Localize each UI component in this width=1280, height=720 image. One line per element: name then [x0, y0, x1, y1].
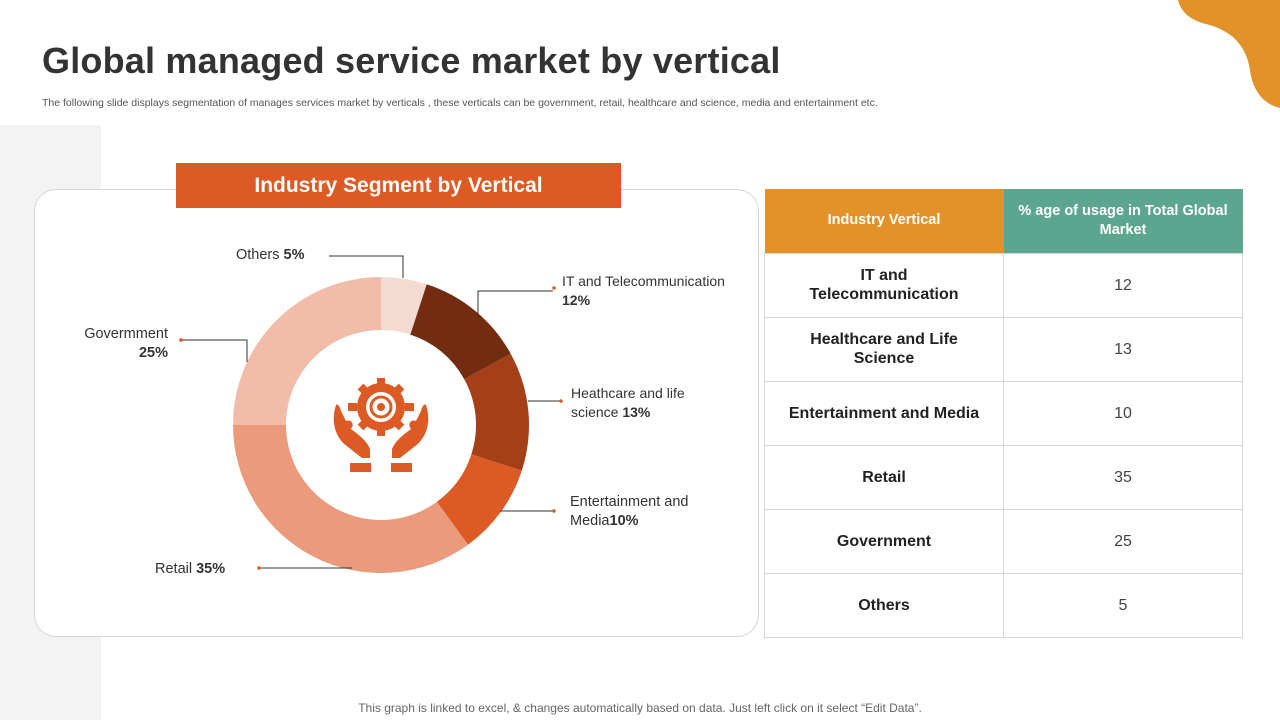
table-row: Government 25 — [764, 508, 1243, 574]
cell-value: 25 — [1003, 508, 1243, 574]
header-usage-percent: % age of usage in Total Global Market — [1003, 189, 1243, 253]
label-others: Others 5% — [236, 247, 305, 263]
cell-vertical: Government — [764, 508, 1004, 574]
table-row: Healthcare and Life Science 13 — [764, 316, 1243, 382]
chart-title: Industry Segment by Vertical — [176, 163, 621, 208]
cell-vertical: IT and Telecommunication — [764, 252, 1004, 318]
vertical-table: Industry Vertical % age of usage in Tota… — [764, 189, 1243, 638]
decorative-blob — [1178, 0, 1280, 108]
page-subtitle: The following slide displays segmentatio… — [42, 97, 878, 109]
cell-value: 13 — [1003, 316, 1243, 382]
cell-value: 12 — [1003, 252, 1243, 318]
header-industry-vertical: Industry Vertical — [764, 189, 1004, 253]
label-entertainment: Entertainment and Media10% — [570, 494, 689, 529]
page-title: Global managed service market by vertica… — [42, 40, 781, 81]
cell-vertical: Entertainment and Media — [764, 380, 1004, 446]
table-header-row: Industry Vertical % age of usage in Tota… — [764, 189, 1243, 253]
cell-value: 10 — [1003, 380, 1243, 446]
label-it-telecom: IT and Telecommunication 12% — [562, 273, 725, 308]
cell-value: 35 — [1003, 444, 1243, 510]
cell-vertical: Retail — [764, 444, 1004, 510]
label-retail: Retail 35% — [155, 561, 226, 577]
cell-value: 5 — [1003, 572, 1243, 638]
table-row: IT and Telecommunication 12 — [764, 252, 1243, 318]
cell-vertical: Others — [764, 572, 1004, 638]
table-row: Retail 35 — [764, 444, 1243, 510]
label-government: Govermment 25% — [84, 326, 168, 361]
label-healthcare: Heathcare and life science 13% — [571, 385, 685, 420]
table-row: Entertainment and Media 10 — [764, 380, 1243, 446]
footer-note: This graph is linked to excel, & changes… — [358, 701, 922, 715]
table-row: Others 5 — [764, 572, 1243, 638]
cell-vertical: Healthcare and Life Science — [764, 316, 1004, 382]
